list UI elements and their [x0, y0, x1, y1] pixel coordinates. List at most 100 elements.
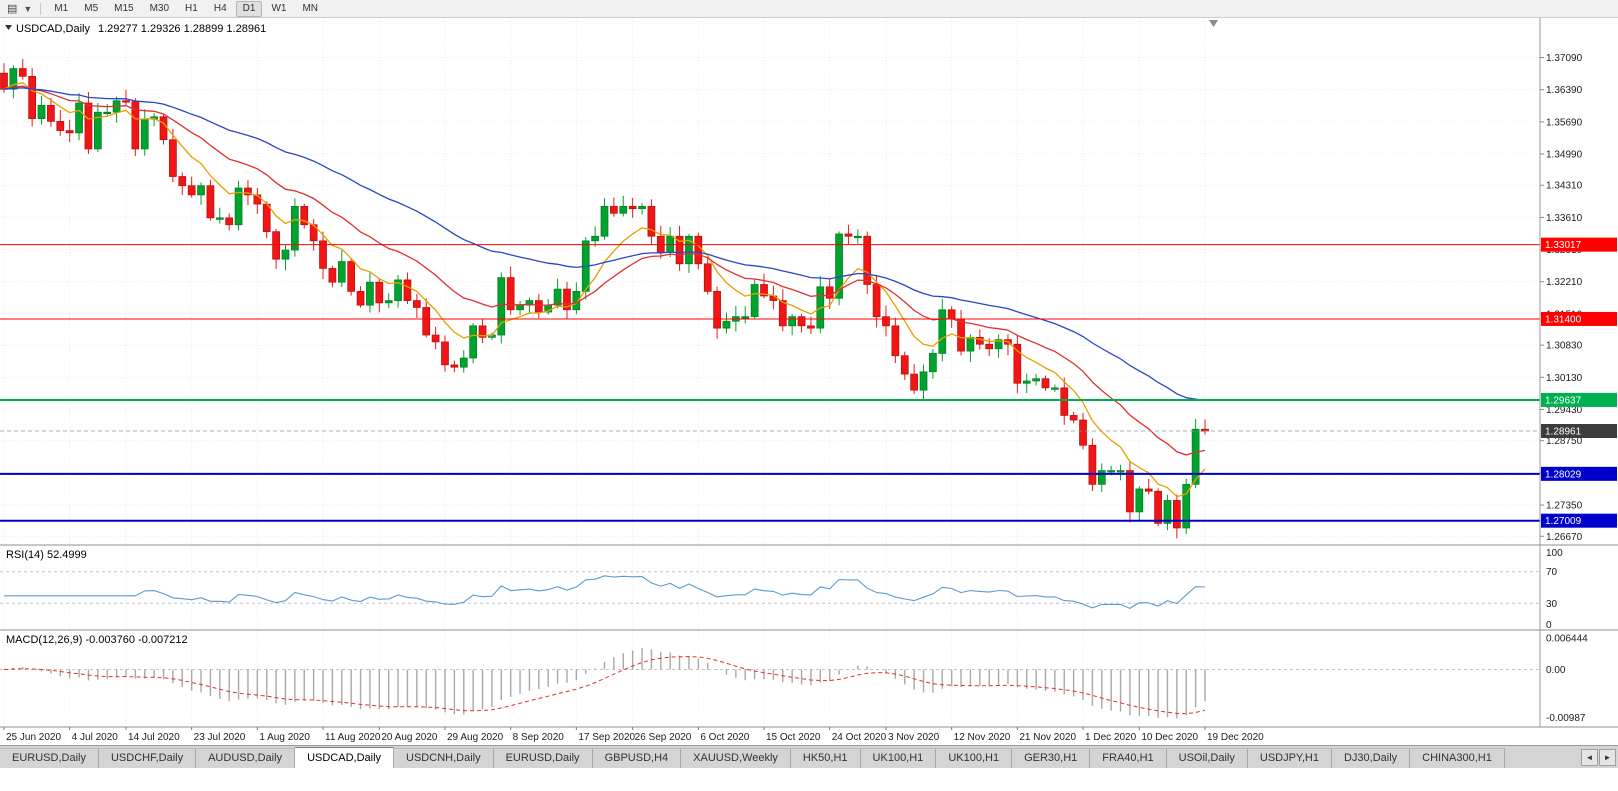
timeframe-button-mn[interactable]: MN [302, 2, 318, 14]
chart-symbol-label: USDCAD,Daily [16, 23, 90, 35]
candle-body [610, 206, 618, 214]
chart-tab-usdchf-daily[interactable]: USDCHF,Daily [98, 748, 197, 768]
candle-body [178, 176, 187, 187]
price-axis-label: 1.33610 [1546, 213, 1583, 224]
candle-body [525, 300, 534, 306]
candle-body [600, 206, 609, 237]
chart-tab-usdcnh-daily[interactable]: USDCNH,Daily [394, 748, 494, 768]
candle-body [713, 291, 721, 329]
chart-tab-ger30-h1[interactable]: GER30,H1 [1012, 748, 1091, 768]
candle-body [384, 300, 393, 304]
candle-body [910, 373, 918, 391]
candle-body [1060, 387, 1069, 416]
candle-body [103, 111, 112, 115]
candle-body [234, 187, 243, 226]
chart-tab-uk100-h1[interactable]: UK100,H1 [860, 748, 937, 768]
timeframe-dropdown-icon[interactable]: ▼ [23, 3, 33, 14]
timeframe-button-m5[interactable]: M5 [84, 2, 99, 14]
ma-line-20 [3, 85, 1206, 456]
candle-body [807, 325, 815, 329]
candle-body [93, 111, 102, 150]
timeframe-button-w1[interactable]: W1 [271, 2, 287, 14]
chart-tab-audusd-daily[interactable]: AUDUSD,Daily [196, 748, 296, 768]
candle-body [966, 336, 975, 352]
candle-body [1069, 415, 1078, 421]
candle-body [412, 300, 421, 308]
candle-body [431, 334, 440, 343]
candle-body [722, 320, 731, 329]
candle-body [619, 206, 628, 214]
timeframe-button-m15[interactable]: M15 [114, 2, 134, 14]
chart-tab-usdcad-daily[interactable]: USDCAD,Daily [295, 747, 395, 768]
hline-badge [1541, 311, 1617, 326]
candle-body [891, 325, 900, 357]
chart-tab-usdjpy-h1[interactable]: USDJPY,H1 [1247, 748, 1332, 768]
timeframe-button-m30[interactable]: M30 [149, 2, 170, 14]
candle-body [647, 206, 656, 237]
price-chart-svg[interactable]: 25 Jun 2020 4 Jul 2020 14 Jul 2020 23 Jul 2… [0, 18, 1618, 745]
candle-body [1126, 470, 1134, 513]
candle-body [1032, 378, 1040, 382]
candle-body [366, 281, 374, 306]
candle-body [1191, 428, 1200, 485]
candle-body [853, 235, 862, 239]
candle-body [1116, 470, 1125, 473]
date-label: 12 Nov 2020 [954, 732, 1011, 743]
chart-tab-gbpusd-h4[interactable]: GBPUSD,H4 [592, 748, 682, 768]
timeframe-button-m1[interactable]: M1 [54, 2, 69, 14]
date-label: 24 Oct 2020 [832, 732, 887, 743]
timeframe-button-d1[interactable]: D1 [235, 0, 263, 17]
tabs-scroll-left-button[interactable]: ◄ [1581, 749, 1598, 766]
chart-tab-usoil-daily[interactable]: USOil,Daily [1166, 748, 1248, 768]
price-axis-label: 1.30130 [1546, 373, 1583, 384]
candle-body [122, 100, 130, 103]
chart-tabs: EURUSD,Daily USDCHF,Daily AUDUSD,Daily USDC… [0, 747, 1578, 768]
chart-tab-xauusd-weekly[interactable]: XAUUSD,Weekly [681, 748, 791, 768]
candle-body [1079, 419, 1087, 446]
chart-tab-fra40-h1[interactable]: FRA40,H1 [1090, 748, 1167, 768]
candle-body [1173, 500, 1181, 529]
hline-badge [1541, 237, 1617, 252]
candle-body [778, 300, 787, 327]
rsi-line [4, 575, 1206, 610]
chart-tab-dj30-daily[interactable]: DJ30,Daily [1331, 748, 1411, 768]
candle-body [225, 217, 234, 226]
candle-body [797, 316, 806, 327]
candle-body [328, 268, 337, 283]
date-label: 29 Aug 2020 [447, 732, 504, 743]
tabs-scroll-right-button[interactable]: ► [1599, 749, 1616, 766]
candle-body [356, 291, 365, 306]
chart-tab-china300-h1[interactable]: CHINA300,H1 [1410, 748, 1505, 768]
macd-axis-label: 0.006444 [1546, 634, 1588, 645]
candle-body [272, 231, 280, 260]
candle-body [675, 235, 684, 265]
candle-body [441, 341, 449, 366]
price-axis-label: 1.26670 [1546, 532, 1583, 543]
candle-body [516, 304, 524, 311]
candle-body [497, 277, 506, 336]
chart-tab-eurusd-daily[interactable]: EURUSD,Daily [0, 748, 99, 768]
chart-tab-uk100-h1[interactable]: UK100,H1 [936, 748, 1013, 768]
price-axis-label: 1.28750 [1546, 436, 1583, 447]
candle-body [300, 206, 309, 226]
candle-body [262, 203, 271, 232]
chart-tab-eurusd-daily[interactable]: EURUSD,Daily [493, 748, 593, 768]
candle-body [506, 277, 515, 311]
chart-type-icon[interactable]: ▤ [7, 2, 18, 15]
candle-body [140, 118, 149, 150]
chart-generated-layer: 25 Jun 2020 4 Jul 2020 14 Jul 2020 23 Jul 2… [0, 18, 1618, 743]
candle-body [478, 325, 487, 338]
candle-body [882, 316, 890, 327]
candle-body [947, 309, 956, 320]
hline-badge [1541, 513, 1617, 528]
chart-ohlc-values: 1.29277 1.29326 1.28899 1.28961 [98, 23, 266, 35]
candle-body [347, 261, 356, 292]
timeframe-button-h1[interactable]: H1 [185, 2, 198, 14]
candle-body [403, 279, 412, 301]
candle-body [65, 130, 74, 134]
timeframe-button-h4[interactable]: H4 [213, 2, 227, 14]
chart-tab-hk50-h1[interactable]: HK50,H1 [790, 748, 861, 768]
candle-body [394, 279, 402, 301]
hline-badge-label: 1.27009 [1545, 516, 1582, 527]
candle-body [844, 233, 853, 237]
